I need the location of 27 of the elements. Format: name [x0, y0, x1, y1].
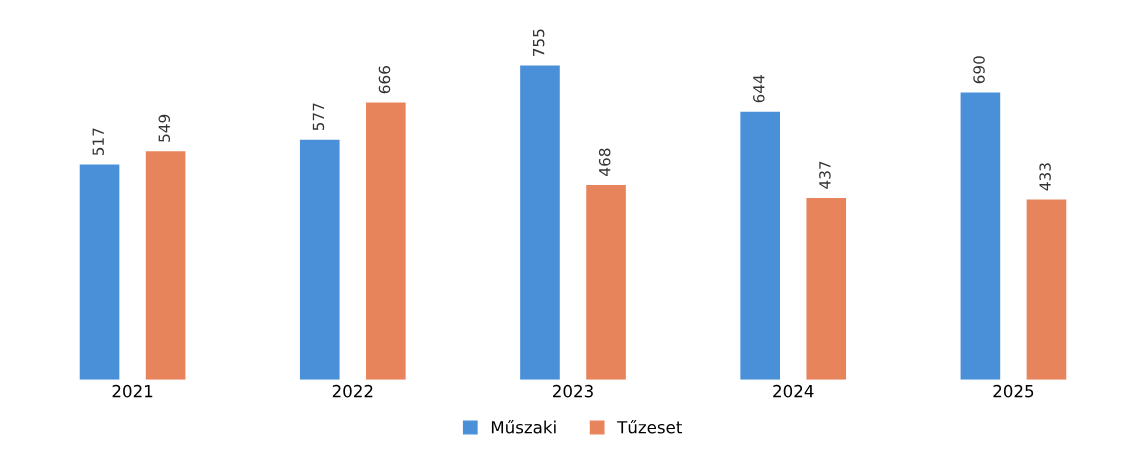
data-label: 644 [753, 75, 765, 103]
bar [586, 184, 626, 380]
data-label: 690 [973, 56, 985, 84]
bar [145, 151, 186, 380]
x-tick-label: 2025 [993, 384, 1034, 398]
data-label: 517 [92, 128, 104, 156]
x-tick-label: 2021 [112, 384, 153, 398]
data-label: 433 [1039, 163, 1051, 191]
data-label: 577 [312, 103, 325, 131]
data-label: 468 [598, 148, 611, 176]
legend-label: Tűzeset [617, 419, 682, 434]
bar [1026, 199, 1067, 380]
data-label: 666 [378, 66, 391, 94]
bar [299, 139, 340, 380]
bar [960, 92, 1001, 380]
bar [366, 102, 406, 380]
data-label: 755 [533, 29, 545, 56]
bar [79, 164, 120, 380]
x-tick-label: 2024 [773, 384, 814, 398]
data-label: 437 [819, 161, 831, 189]
bar [806, 197, 847, 380]
legend-label: Műszaki [491, 419, 556, 434]
bar [740, 111, 780, 380]
bar [520, 65, 560, 380]
x-tick-label: 2023 [553, 384, 593, 398]
data-label: 549 [158, 114, 171, 142]
x-tick-label: 2022 [332, 384, 373, 398]
